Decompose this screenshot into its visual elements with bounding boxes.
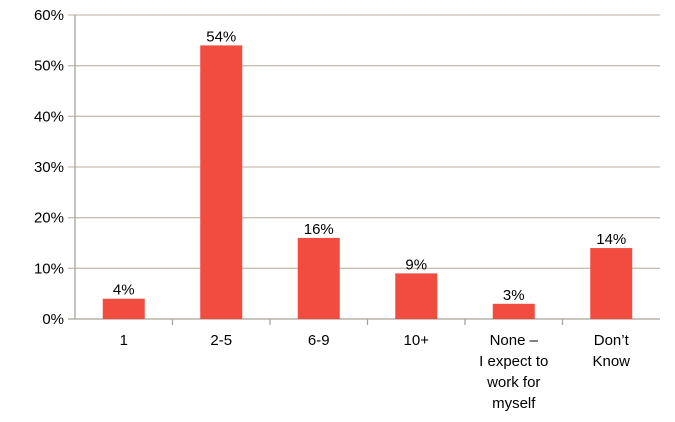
data-label: 16% (304, 221, 334, 238)
y-tick-label: 0% (42, 311, 64, 328)
label-layer: 0% 10% 20% 30% 40% 50% 60% 4% 1 54% 2-5 16% 6-9 9% 10+… (34, 7, 630, 412)
bar (395, 273, 438, 319)
x-tick-label: 1 (120, 332, 128, 349)
data-label: 9% (405, 256, 427, 273)
x-tick-label: 6-9 (308, 332, 330, 349)
bar-layer (102, 45, 633, 320)
y-tick-label: 10% (34, 260, 64, 277)
y-tick-label: 40% (34, 108, 64, 125)
data-label: 4% (113, 282, 135, 299)
y-tick-label: 20% (34, 210, 64, 227)
data-label: 3% (503, 287, 525, 304)
grid-layer (68, 14, 660, 325)
x-tick-label: 2-5 (210, 332, 232, 349)
bar (102, 298, 145, 319)
data-label: 14% (596, 231, 626, 248)
y-tick-label: 50% (34, 58, 64, 75)
bar (297, 237, 340, 319)
data-label: 54% (206, 28, 236, 45)
y-tick-label: 30% (34, 159, 64, 176)
x-tick-label: Don’t Know (592, 332, 630, 370)
bar (492, 303, 535, 319)
bar (200, 45, 243, 320)
x-tick-label: 10+ (404, 332, 430, 349)
bar (590, 248, 633, 319)
y-tick-label: 60% (34, 7, 64, 24)
x-tick-label: None – I expect to work for myself (479, 332, 548, 412)
